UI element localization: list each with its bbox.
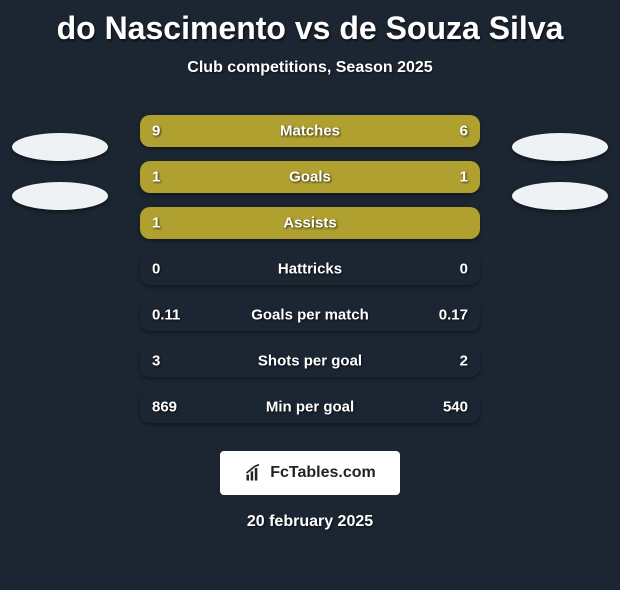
stat-value-right: 0 <box>460 261 468 278</box>
stat-fill-right <box>310 161 480 193</box>
stat-value-right: 1 <box>460 169 468 186</box>
chart-icon <box>244 463 264 483</box>
team-badge-right <box>512 182 608 210</box>
stat-value-left: 3 <box>152 353 160 370</box>
stat-row: 1 Assists <box>140 207 480 239</box>
page-title: do Nascimento vs de Souza Silva <box>0 10 620 47</box>
stat-value-left: 869 <box>152 399 177 416</box>
stat-label: Shots per goal <box>258 353 362 370</box>
stat-value-left: 1 <box>152 169 160 186</box>
stat-value-left: 1 <box>152 215 160 232</box>
stat-row: 9 Matches 6 <box>140 115 480 147</box>
stat-value-left: 0 <box>152 261 160 278</box>
stat-value-right: 540 <box>443 399 468 416</box>
dateline: 20 february 2025 <box>0 513 620 531</box>
stat-label: Goals per match <box>251 307 369 324</box>
team-badge-left <box>12 182 108 210</box>
team-badge-left <box>12 133 108 161</box>
stat-fill-left <box>140 161 310 193</box>
stat-label: Hattricks <box>278 261 342 278</box>
stat-value-left: 0.11 <box>152 307 180 324</box>
stat-label: Goals <box>289 169 331 186</box>
stat-row: 869 Min per goal 540 <box>140 391 480 423</box>
subtitle: Club competitions, Season 2025 <box>0 59 620 77</box>
stat-label: Assists <box>283 215 336 232</box>
stat-row: 0.11 Goals per match 0.17 <box>140 299 480 331</box>
logo-text: FcTables.com <box>270 464 376 482</box>
stat-value-right: 6 <box>460 123 468 140</box>
stat-value-right: 2 <box>460 353 468 370</box>
stat-value-left: 9 <box>152 123 160 140</box>
stat-label: Min per goal <box>266 399 354 416</box>
stat-label: Matches <box>280 123 340 140</box>
team-badge-right <box>512 133 608 161</box>
stat-value-right: 0.17 <box>439 307 468 324</box>
fctables-logo[interactable]: FcTables.com <box>220 451 400 495</box>
stat-row: 1 Goals 1 <box>140 161 480 193</box>
stat-row: 0 Hattricks 0 <box>140 253 480 285</box>
stats-rows: 9 Matches 6 1 Goals 1 1 Assists 0 Hattricks 0 0.11 G… <box>140 115 480 423</box>
stat-row: 3 Shots per goal 2 <box>140 345 480 377</box>
